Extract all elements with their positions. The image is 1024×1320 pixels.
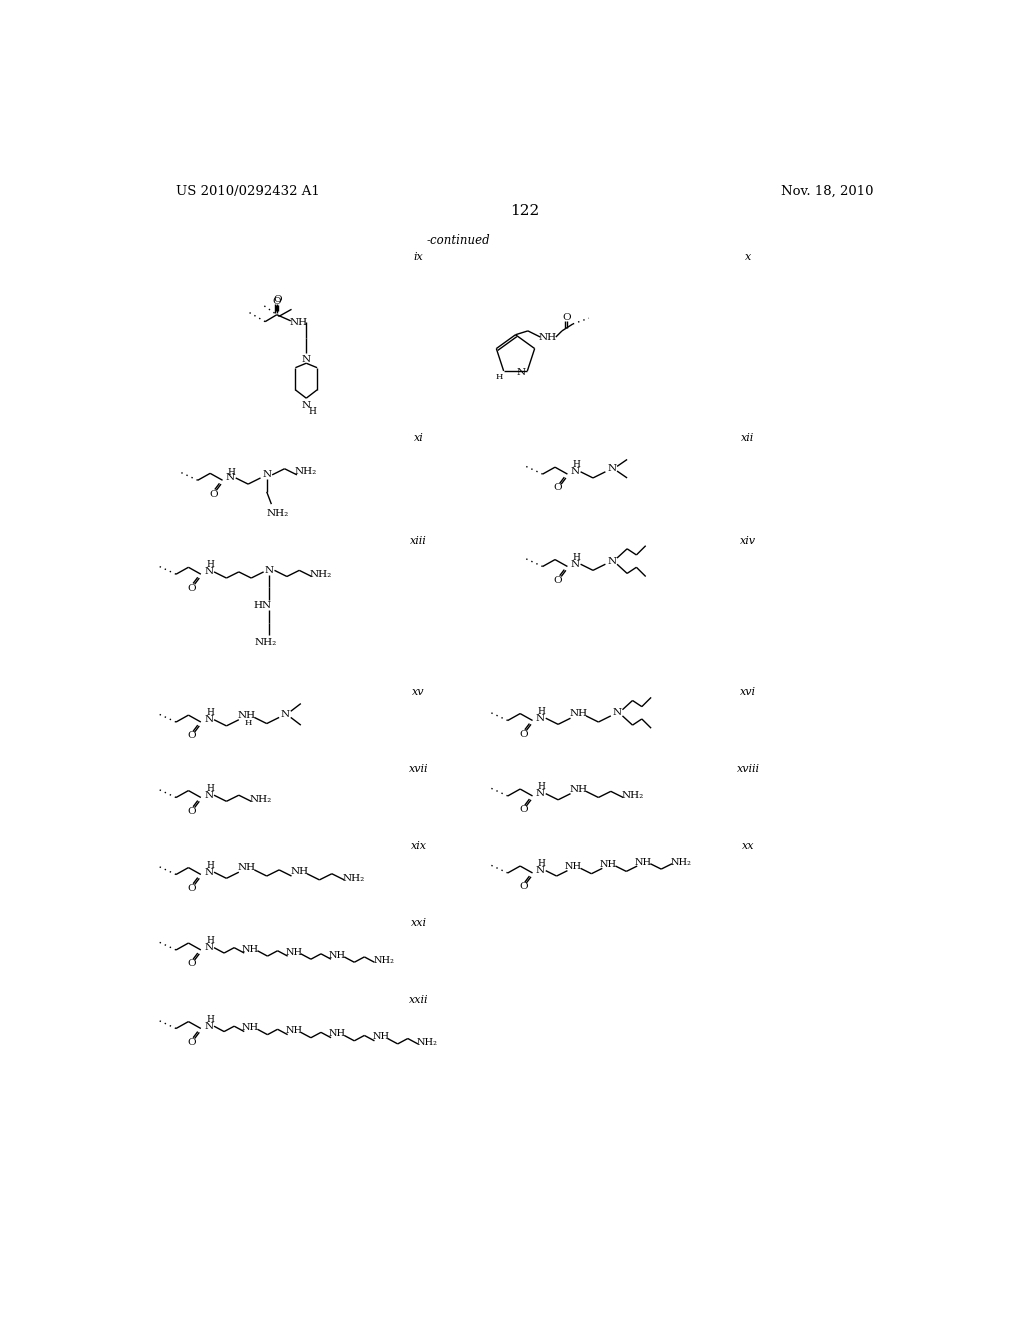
Text: NH: NH (238, 863, 256, 873)
Text: H: H (538, 706, 546, 715)
Text: NH₂: NH₂ (671, 858, 692, 867)
Text: H: H (206, 936, 214, 945)
Text: N: N (204, 791, 213, 800)
Text: N: N (204, 568, 213, 577)
Text: NH: NH (329, 950, 346, 960)
Text: H: H (538, 783, 546, 791)
Text: N: N (536, 866, 545, 875)
Text: N: N (262, 470, 271, 479)
Text: x: x (744, 252, 752, 261)
Text: N: N (570, 467, 580, 477)
Text: O: O (187, 960, 196, 969)
Text: N: N (516, 368, 525, 378)
Text: O: O (519, 730, 527, 739)
Text: NH₂: NH₂ (255, 639, 278, 647)
Text: xxii: xxii (409, 995, 428, 1005)
Text: NH: NH (569, 709, 588, 718)
Text: NH: NH (238, 710, 256, 719)
Text: N: N (302, 401, 311, 411)
Text: O: O (273, 294, 282, 304)
Text: xvi: xvi (740, 686, 756, 697)
Text: H: H (538, 859, 546, 869)
Text: NH: NH (286, 948, 302, 957)
Text: O: O (554, 576, 562, 585)
Text: O: O (187, 807, 196, 816)
Text: NH: NH (286, 1027, 302, 1035)
Text: NH: NH (290, 867, 308, 876)
Text: N: N (607, 557, 616, 565)
Text: NH: NH (635, 858, 652, 867)
Text: O: O (187, 583, 196, 593)
Text: O: O (519, 882, 527, 891)
Text: N: N (204, 867, 213, 876)
Text: N: N (607, 465, 616, 473)
Text: xi: xi (414, 433, 424, 444)
Text: N: N (536, 789, 545, 799)
Text: xviii: xviii (736, 764, 760, 774)
Text: NH₂: NH₂ (374, 956, 394, 965)
Text: N: N (570, 560, 580, 569)
Text: NH: NH (329, 1030, 346, 1039)
Text: HN: HN (254, 602, 272, 610)
Text: NH: NH (372, 1032, 389, 1041)
Text: H: H (206, 784, 214, 793)
Text: xx: xx (741, 841, 755, 851)
Text: N: N (281, 710, 290, 719)
Text: H: H (496, 374, 503, 381)
Text: NH₂: NH₂ (250, 796, 271, 804)
Text: H: H (228, 469, 236, 477)
Text: N: N (536, 714, 545, 722)
Text: ix: ix (414, 252, 424, 261)
Text: US 2010/0292432 A1: US 2010/0292432 A1 (176, 185, 319, 198)
Text: NH: NH (290, 318, 307, 327)
Text: H: H (572, 461, 581, 470)
Text: NH: NH (565, 862, 583, 871)
Text: xxi: xxi (411, 917, 427, 928)
Text: NH: NH (242, 1023, 259, 1032)
Text: N: N (225, 474, 234, 482)
Text: N: N (204, 1022, 213, 1031)
Text: NH₂: NH₂ (342, 874, 365, 883)
Text: 122: 122 (510, 203, 540, 218)
Text: NH₂: NH₂ (294, 467, 316, 477)
Text: N: N (204, 944, 213, 952)
Text: xix: xix (411, 841, 427, 851)
Text: N: N (612, 709, 622, 717)
Text: xii: xii (741, 433, 755, 444)
Text: H: H (308, 407, 316, 416)
Text: NH: NH (569, 784, 588, 793)
Text: xvii: xvii (409, 764, 428, 774)
Text: O: O (187, 731, 196, 741)
Text: NH₂: NH₂ (622, 792, 644, 800)
Text: H: H (206, 709, 214, 717)
Text: O: O (272, 297, 282, 306)
Text: xiii: xiii (411, 536, 427, 546)
Text: N: N (264, 566, 273, 574)
Text: O: O (187, 884, 196, 892)
Text: O: O (562, 313, 571, 322)
Text: xv: xv (413, 686, 425, 697)
Text: H: H (572, 553, 581, 562)
Text: O: O (209, 490, 217, 499)
Text: H: H (206, 861, 214, 870)
Text: Nov. 18, 2010: Nov. 18, 2010 (781, 185, 873, 198)
Text: H: H (206, 1015, 214, 1024)
Text: xiv: xiv (740, 536, 756, 546)
Text: NH: NH (600, 861, 617, 869)
Text: O: O (554, 483, 562, 492)
Text: H: H (245, 719, 252, 727)
Text: N: N (204, 715, 213, 725)
Text: NH: NH (242, 945, 259, 953)
Text: NH₂: NH₂ (417, 1038, 437, 1047)
Text: O: O (187, 1038, 196, 1047)
Text: H: H (206, 561, 214, 569)
Text: O: O (519, 805, 527, 814)
Text: NH₂: NH₂ (310, 570, 332, 579)
Text: -continued: -continued (426, 234, 490, 247)
Text: NH₂: NH₂ (266, 510, 289, 517)
Text: N: N (302, 355, 311, 364)
Text: NH: NH (539, 333, 557, 342)
